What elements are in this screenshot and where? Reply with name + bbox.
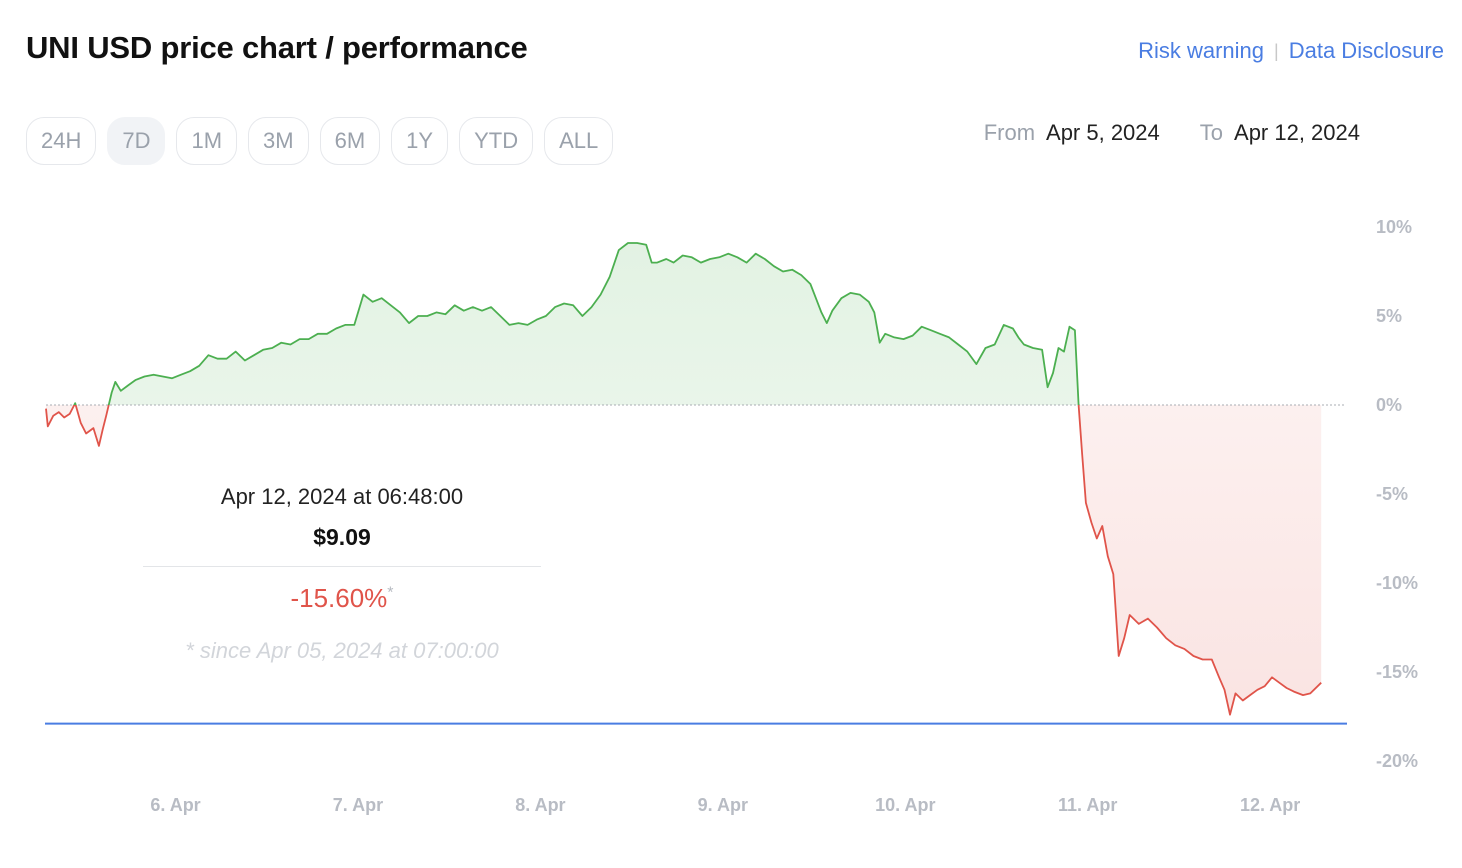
range-button-ytd[interactable]: YTD	[459, 117, 534, 165]
tooltip-change-value: -15.60%	[290, 583, 388, 613]
range-button-3m[interactable]: 3M	[248, 117, 309, 165]
x-tick-label: 7. Apr	[333, 795, 383, 815]
x-tick-label: 6. Apr	[150, 795, 200, 815]
x-tick-label: 8. Apr	[515, 795, 565, 815]
to-date-input[interactable]: Apr 12, 2024	[1234, 120, 1360, 145]
negative-area	[46, 405, 1322, 715]
risk-warning-link[interactable]: Risk warning	[1138, 38, 1265, 63]
header-links: Risk warning | Data Disclosure	[1138, 38, 1444, 64]
price-line-negative	[45, 405, 1322, 716]
tooltip-since-note: * since Apr 05, 2024 at 07:00:00	[185, 638, 499, 663]
range-button-6m[interactable]: 6M	[319, 117, 381, 165]
positive-area	[46, 243, 1322, 405]
from-date-input[interactable]: Apr 5, 2024	[1046, 120, 1160, 145]
price-chart[interactable]: 10% 5% 0% -5% -10% -15% -20% 6. Apr 7. A…	[0, 180, 1462, 840]
range-button-all[interactable]: ALL	[544, 117, 614, 165]
page-title: UNI USD price chart / performance	[26, 30, 528, 65]
y-tick-label: -5%	[1376, 484, 1408, 504]
y-axis: 10% 5% 0% -5% -10% -15% -20%	[1376, 217, 1418, 771]
tooltip-asterisk: *	[387, 584, 394, 602]
x-tick-label: 11. Apr	[1058, 795, 1117, 815]
x-tick-label: 12. Apr	[1240, 795, 1300, 815]
tooltip-datetime: Apr 12, 2024 at 06:48:00	[220, 484, 464, 509]
data-disclosure-link[interactable]: Data Disclosure	[1288, 38, 1444, 63]
y-tick-label: 5%	[1376, 306, 1402, 326]
tooltip-price: $9.09	[313, 524, 371, 550]
range-button-7d[interactable]: 7D	[107, 117, 166, 165]
link-separator: |	[1274, 40, 1279, 61]
from-label: From	[983, 120, 1036, 145]
x-tick-label: 9. Apr	[698, 795, 748, 815]
price-tooltip: Apr 12, 2024 at 06:48:00 $9.09 -15.60% * …	[143, 484, 541, 664]
y-tick-label: -20%	[1376, 751, 1418, 771]
range-button-24h[interactable]: 24H	[26, 117, 97, 165]
y-tick-label: -10%	[1376, 573, 1418, 593]
price-line-positive	[73, 242, 1080, 405]
y-tick-label: 10%	[1376, 217, 1412, 237]
y-tick-label: 0%	[1376, 395, 1402, 415]
range-button-1y[interactable]: 1Y	[391, 117, 449, 165]
tooltip-divider	[143, 566, 541, 567]
date-range: From Apr 5, 2024 To Apr 12, 2024	[984, 120, 1360, 146]
to-label: To	[1199, 120, 1224, 145]
tooltip-change: -15.60%*	[143, 583, 541, 614]
time-range-selector: 24H 7D 1M 3M 6M 1Y YTD ALL	[26, 117, 614, 165]
x-axis: 6. Apr 7. Apr 8. Apr 9. Apr 10. Apr 11. …	[150, 795, 1300, 815]
y-tick-label: -15%	[1376, 662, 1418, 682]
range-button-1m[interactable]: 1M	[176, 117, 238, 165]
x-tick-label: 10. Apr	[875, 795, 935, 815]
